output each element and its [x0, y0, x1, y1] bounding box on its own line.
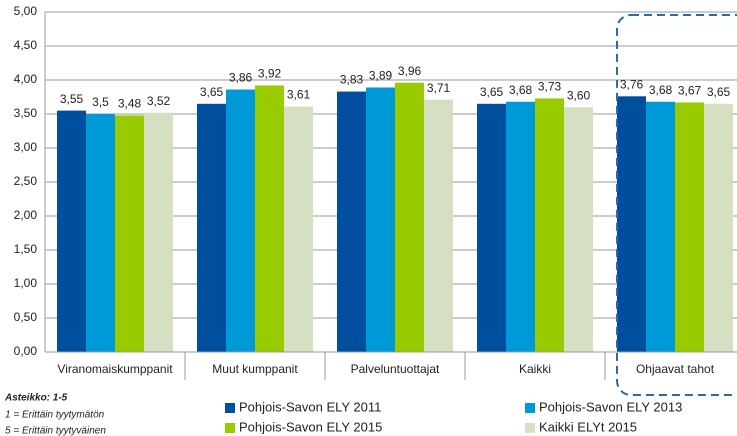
scale-note: 1 = Erittäin tyytymätön — [5, 410, 105, 421]
bar — [144, 112, 173, 352]
y-tick-label: 4,00 — [14, 72, 38, 86]
value-label: 3,96 — [398, 64, 422, 78]
bar — [535, 98, 564, 352]
value-label: 3,86 — [229, 71, 253, 85]
scale-note: 5 = Erittäin tyytyväinen — [5, 426, 106, 436]
value-label: 3,92 — [258, 67, 282, 81]
value-label: 3,65 — [200, 85, 224, 99]
bar — [366, 87, 395, 352]
highlight-box — [616, 14, 737, 396]
legend-swatch — [525, 403, 535, 413]
bar — [564, 107, 593, 352]
y-tick-label: 4,50 — [14, 38, 38, 52]
value-label: 3,65 — [480, 85, 504, 99]
legend-swatch — [225, 423, 235, 433]
value-label: 3,67 — [678, 84, 702, 98]
bar — [675, 102, 704, 352]
scale-note: Asteikko: 1-5 — [4, 393, 68, 404]
value-label: 3,65 — [707, 85, 731, 99]
value-label: 3,55 — [60, 92, 84, 106]
value-label: 3,52 — [147, 94, 171, 108]
value-label: 3,68 — [649, 83, 673, 97]
bar — [506, 101, 535, 352]
bar — [477, 103, 506, 352]
y-tick-label: 5,00 — [14, 4, 38, 18]
y-tick-label: 1,50 — [14, 242, 38, 256]
value-label: 3,48 — [118, 97, 142, 111]
y-tick-label: 3,50 — [14, 106, 38, 120]
bar — [86, 114, 115, 352]
bar — [704, 103, 733, 352]
bar — [646, 101, 675, 352]
y-tick-label: 0,50 — [14, 310, 38, 324]
y-tick-label: 2,00 — [14, 208, 38, 222]
legend-swatch — [525, 423, 535, 433]
bar — [197, 103, 226, 352]
legend-label: Pohjois-Savon ELY 2013 — [539, 399, 682, 414]
x-tick-label: Kaikki — [519, 362, 551, 376]
x-tick-label: Muut kumppanit — [212, 362, 298, 376]
value-label: 3,60 — [567, 88, 591, 102]
bar — [284, 106, 313, 353]
x-tick-label: Viranomaiskumppanit — [57, 362, 173, 376]
legend-label: Kaikki ELYt 2015 — [539, 419, 637, 434]
legend-label: Pohjois-Savon ELY 2015 — [239, 419, 382, 434]
value-label: 3,83 — [340, 73, 364, 87]
bar — [337, 91, 366, 352]
value-label: 3,71 — [427, 81, 451, 95]
bar — [395, 82, 424, 352]
bar — [57, 110, 86, 352]
bar — [226, 89, 255, 353]
y-tick-label: 3,00 — [14, 140, 38, 154]
bar — [115, 115, 144, 352]
value-label: 3,76 — [620, 77, 644, 91]
x-tick-label: Palveluntuottajat — [351, 362, 440, 376]
y-tick-label: 0,00 — [14, 344, 38, 358]
bar — [617, 96, 646, 352]
y-tick-label: 1,00 — [14, 276, 38, 290]
value-label: 3,89 — [369, 69, 393, 83]
value-label: 3,68 — [509, 83, 533, 97]
value-label: 3,61 — [287, 88, 311, 102]
bar — [255, 85, 284, 352]
value-label: 3,73 — [538, 80, 562, 94]
x-tick-label: Ohjaavat tahot — [636, 362, 715, 376]
y-tick-label: 2,50 — [14, 174, 38, 188]
legend-swatch — [225, 403, 235, 413]
legend-label: Pohjois-Savon ELY 2011 — [239, 399, 381, 414]
bar — [424, 99, 453, 352]
value-label: 3,5 — [92, 95, 109, 109]
